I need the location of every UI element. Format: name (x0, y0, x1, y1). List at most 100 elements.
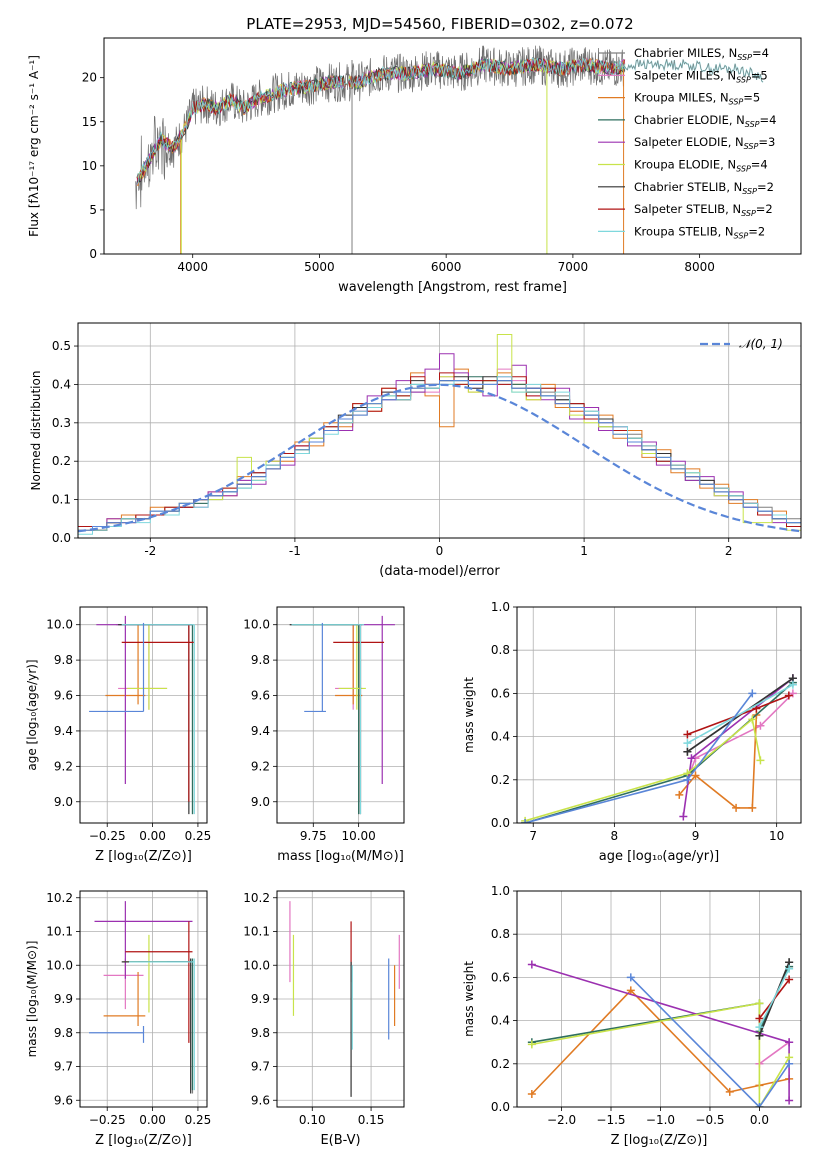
y-tick-label: 0.0 (491, 1100, 510, 1114)
y-tick-label: 0.2 (52, 454, 71, 468)
legend-suffix: =5 (751, 68, 768, 82)
errorbar-point (289, 624, 363, 815)
y-tick-label: 10.1 (46, 925, 73, 939)
axes-frame (276, 606, 405, 824)
legend-entry: Kroupa STELIB, NSSP=2 (634, 224, 765, 240)
x-tick-label: 4000 (177, 260, 208, 274)
legend-label: Chabrier STELIB, N (634, 180, 742, 194)
weight-point (788, 689, 797, 698)
errorbar-point (304, 622, 326, 713)
legend-subscript: SSP (736, 165, 751, 174)
legend-subscript: SSP (736, 75, 751, 84)
legend-entry: Kroupa MILES, NSSP=5 (634, 91, 760, 107)
axes-frame (516, 606, 802, 824)
gaussian-curve (78, 383, 801, 533)
weight-point (521, 819, 530, 823)
y-tick-label: 0.0 (52, 531, 71, 545)
y-tick-label: 9.9 (54, 992, 73, 1006)
legend-subscript: SSP (741, 209, 756, 218)
errorbar-point (123, 934, 168, 1013)
weight-point (784, 691, 793, 700)
legend-subscript: SSP (729, 98, 744, 107)
histogram-step (78, 376, 801, 535)
weight-line (758, 1041, 790, 1065)
y-tick-label: 0.4 (491, 1014, 510, 1028)
legend-suffix: =2 (748, 224, 765, 238)
weight-point (756, 756, 765, 765)
x-tick-label: 0.15 (358, 1113, 385, 1127)
weight-lines (521, 674, 797, 823)
legend-subscript: SSP (745, 120, 760, 129)
x-tick-label: 7 (529, 829, 537, 843)
axes-frame (79, 606, 208, 824)
legend-subscript: SSP (742, 187, 757, 196)
x-tick-label: 10 (769, 829, 784, 843)
legend-label: Kroupa STELIB, N (634, 224, 734, 238)
y-tick-label: 15 (82, 115, 97, 129)
x-tick-label: 2 (725, 544, 733, 558)
y-tick-label: 10.0 (46, 958, 73, 972)
histogram-step (78, 380, 801, 531)
y-tick-label: 1.0 (491, 600, 510, 614)
x-tick-label: 5000 (304, 260, 335, 274)
z-mass-chart: −0.25 0.00 0.25 9.6 9.7 9.8 9.9 10.0 10.1 10.2 Z [… (25, 890, 211, 1148)
x-tick-label: −0.5 (695, 1113, 724, 1127)
x-axis-label: Z [log₁₀(Z/Z⊙)] (611, 1133, 708, 1148)
errorbars (289, 615, 395, 815)
x-tick-label: −0.25 (89, 1113, 126, 1127)
weight-line (524, 692, 753, 823)
y-tick-label: 9.7 (54, 1060, 73, 1074)
y-tick-label: 0.5 (52, 339, 71, 353)
weight-point (748, 715, 757, 724)
legend-subscript: SSP (737, 53, 752, 62)
errorbar-point (125, 921, 193, 1043)
errorbar-point (121, 624, 195, 802)
x-tick-label: 8000 (684, 260, 715, 274)
x-tick-label: 1 (580, 544, 588, 558)
y-axis-label: mass weight (462, 677, 476, 753)
errorbars (89, 901, 195, 1094)
y-tick-label: 10.0 (243, 618, 270, 632)
model-spectrum-line (136, 57, 626, 184)
legend-entry: Kroupa ELODIE, NSSP=4 (634, 158, 768, 174)
errorbar-point (338, 624, 366, 710)
axes-frame (77, 322, 802, 539)
weight-line (687, 684, 794, 744)
errorbar-point (289, 624, 363, 815)
y-tick-label: 0.8 (491, 643, 510, 657)
legend-entry: Salpeter MILES, NSSP=5 (634, 68, 768, 84)
weight-point (785, 1038, 794, 1047)
y-tick-label: 20 (82, 71, 97, 85)
weight-point (755, 1031, 764, 1040)
model-tail-line-gray (616, 59, 764, 83)
x-tick-label: 0.10 (299, 1113, 326, 1127)
x-axis-label: age [log₁₀(age/yr)] (599, 849, 720, 864)
y-tick-label: 0.4 (491, 730, 510, 744)
weight-point (785, 964, 794, 973)
errorbar-point (335, 624, 363, 705)
axes-frame (103, 37, 802, 255)
errorbars (89, 615, 195, 815)
errorbar-point (89, 1026, 145, 1043)
weight-point (725, 1087, 734, 1096)
y-tick-label: 9.8 (54, 653, 73, 667)
y-tick-label: 10.2 (243, 891, 270, 905)
z-age-chart: −0.25 0.00 0.25 9.0 9.2 9.4 9.6 9.8 10.0 Z [log₁₀… (25, 606, 211, 864)
x-tick-label: 9.75 (300, 829, 327, 843)
legend-suffix: =4 (752, 46, 769, 60)
legend-label: Kroupa MILES, N (634, 91, 729, 105)
weight-lines (527, 958, 794, 1107)
legend-subscript: SSP (734, 231, 749, 240)
x-axis-label: mass [log₁₀(M/M⊙)] (277, 849, 404, 864)
y-tick-label: 9.6 (54, 1093, 73, 1107)
y-tick-label: 0.0 (491, 816, 510, 830)
weight-point (691, 771, 700, 780)
histogram-lines (78, 334, 801, 535)
legend-suffix: =4 (751, 158, 768, 172)
legend-entry: Salpeter ELODIE, NSSP=3 (634, 135, 775, 151)
weight-point (527, 1090, 536, 1099)
errorbar-point (121, 958, 193, 1094)
y-tick-label: 9.8 (251, 653, 270, 667)
y-tick-label: 9.6 (251, 1093, 270, 1107)
weight-point (755, 1103, 764, 1107)
